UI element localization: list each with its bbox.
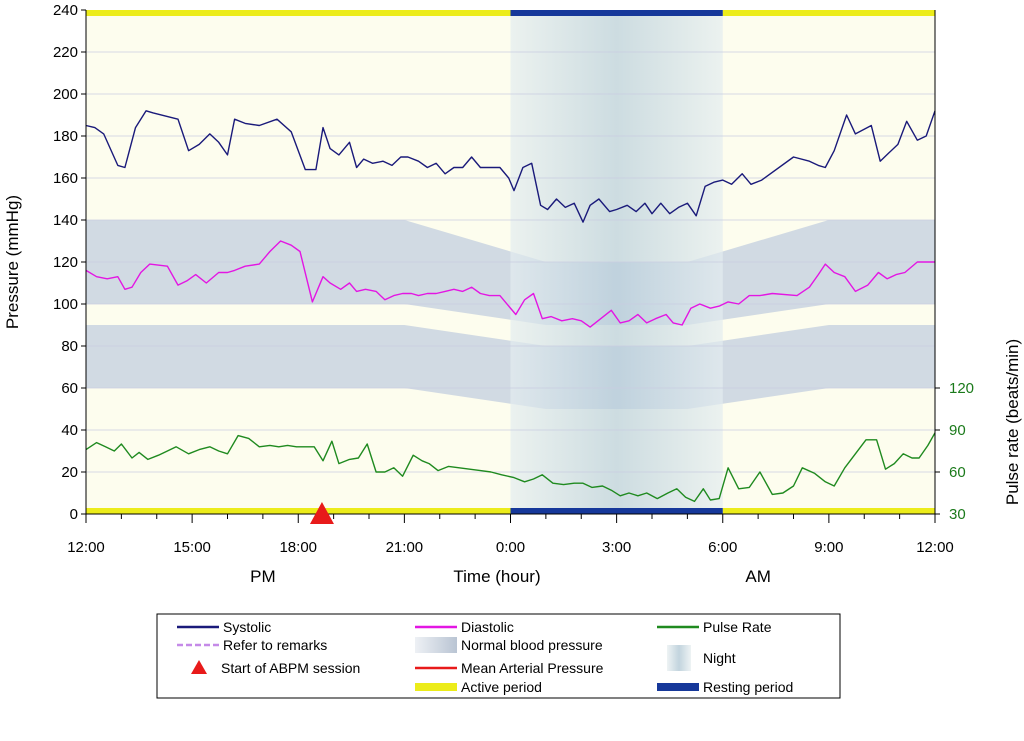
- x-tick-label: 0:00: [496, 539, 525, 556]
- active-bar-bottom: [86, 508, 511, 514]
- x-tick-label: 18:00: [279, 539, 317, 556]
- active-bar-bottom: [722, 508, 935, 514]
- legend-box: [156, 613, 841, 699]
- abpm-start-marker: [309, 502, 334, 524]
- legend-resting-period: Resting period: [657, 679, 793, 695]
- y-tick-label: 120: [53, 254, 78, 271]
- series-line-diastolic: [85, 240, 935, 328]
- x-tick-label: 15:00: [173, 539, 211, 556]
- x-tick-label: 12:00: [67, 539, 105, 556]
- x-tick-label: 6:00: [708, 539, 737, 556]
- legend-night-label: Night: [703, 650, 736, 666]
- legend-pulse-rate-label: Pulse Rate: [703, 619, 772, 635]
- y-tick-label: 140: [53, 212, 78, 229]
- legend-active-period-label: Active period: [461, 679, 542, 695]
- series-line-systolic: [85, 110, 936, 223]
- legend-active-period: Active period: [415, 679, 542, 695]
- legend-start-of-abpm-session-label: Start of ABPM session: [221, 660, 360, 676]
- legend-refer-to-remarks: Refer to remarks: [177, 637, 327, 653]
- x-tick-label: 12:00: [916, 539, 954, 556]
- legend-night: Night: [667, 645, 736, 671]
- legend-diastolic-label: Diastolic: [461, 619, 514, 635]
- legend-normal-blood-pressure-label: Normal blood pressure: [461, 637, 603, 653]
- active-bar-top: [722, 10, 935, 16]
- active-bar-top: [86, 10, 511, 16]
- legend-mean-arterial-pressure: Mean Arterial Pressure: [415, 660, 604, 676]
- legend-start-of-abpm-session: Start of ABPM session: [191, 660, 360, 676]
- y-tick-label: 20: [61, 464, 78, 481]
- y-tick-label: 220: [53, 44, 78, 61]
- x-tick-label: 9:00: [814, 539, 843, 556]
- y2-tick-label: 90: [949, 422, 966, 439]
- plot-area: [85, 10, 936, 514]
- x-tick-label: 3:00: [602, 539, 631, 556]
- x-axis-title: Time (hour): [453, 567, 540, 586]
- y-tick-label: 240: [53, 2, 78, 19]
- y2-tick-label: 30: [949, 506, 966, 523]
- legend-start-of-abpm-session-swatch: [191, 660, 207, 674]
- legend-active-period-swatch: [415, 683, 457, 691]
- legend-mean-arterial-pressure-label: Mean Arterial Pressure: [461, 660, 604, 676]
- legend-systolic: Systolic: [177, 619, 271, 635]
- legend-night-swatch: [667, 645, 691, 671]
- resting-bar-bottom: [510, 508, 723, 514]
- y-tick-label: 200: [53, 86, 78, 103]
- legend-pulse-rate: Pulse Rate: [657, 619, 772, 635]
- y-tick-label: 0: [70, 506, 78, 523]
- y-tick-label: 100: [53, 296, 78, 313]
- axes: 0 20 40 60 80 100 120 140 160 180 200 220 240 30 60 90 1…: [53, 2, 974, 556]
- legend-resting-period-label: Resting period: [703, 679, 793, 695]
- y-tick-label: 40: [61, 422, 78, 439]
- y-tick-label: 160: [53, 170, 78, 187]
- y-tick-label: 180: [53, 128, 78, 145]
- x-tick-label: 21:00: [386, 539, 424, 556]
- legend-normal-blood-pressure: Normal blood pressure: [415, 637, 603, 653]
- y2-axis-title: Pulse rate (beats/min): [1003, 339, 1022, 505]
- legend-normal-blood-pressure-swatch: [415, 637, 457, 653]
- y-tick-label: 80: [61, 338, 78, 355]
- period-label-am: AM: [745, 567, 771, 586]
- legend-diastolic: Diastolic: [415, 619, 514, 635]
- legend-resting-period-swatch: [657, 683, 699, 691]
- y-tick-label: 60: [61, 380, 78, 397]
- series-line-pulse-rate: [85, 432, 936, 503]
- legend: Systolic Refer to remarks Start of ABPM se…: [156, 613, 841, 699]
- period-label-pm: PM: [250, 567, 276, 586]
- y2-tick-label: 60: [949, 464, 966, 481]
- legend-systolic-label: Systolic: [223, 619, 271, 635]
- y-axis-title: Pressure (mmHg): [3, 195, 22, 329]
- resting-bar-top: [510, 10, 723, 16]
- legend-refer-to-remarks-label: Refer to remarks: [223, 637, 327, 653]
- period-labels: PM AM: [250, 567, 771, 586]
- y2-tick-label: 120: [949, 380, 974, 397]
